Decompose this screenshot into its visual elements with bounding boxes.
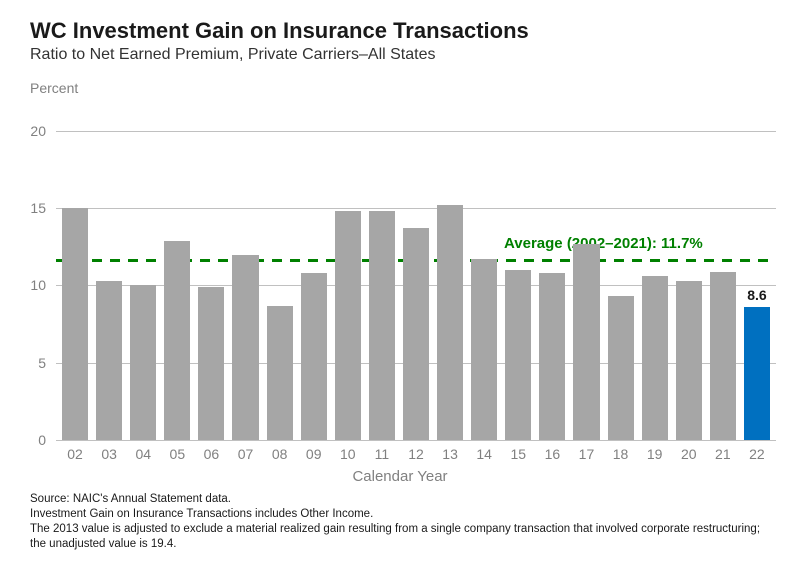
bar bbox=[335, 211, 361, 440]
x-axis-title: Calendar Year bbox=[0, 468, 800, 485]
bar bbox=[573, 244, 599, 440]
bar-slot: 08 bbox=[267, 100, 293, 440]
y-axis-title: Percent bbox=[30, 80, 78, 96]
bar-slot: 06 bbox=[198, 100, 224, 440]
bar-slot: 14 bbox=[471, 100, 497, 440]
chart-subtitle: Ratio to Net Earned Premium, Private Car… bbox=[30, 46, 435, 64]
x-tick-label: 22 bbox=[749, 446, 765, 462]
plot-region: Average (2002–2021): 11.7% 0203040506070… bbox=[56, 100, 776, 440]
bar-slot: 11 bbox=[369, 100, 395, 440]
bar-slot: 21 bbox=[710, 100, 736, 440]
bar bbox=[130, 285, 156, 440]
x-tick-label: 17 bbox=[579, 446, 595, 462]
bar bbox=[198, 287, 224, 440]
y-tick-label: 0 bbox=[6, 432, 46, 448]
bar bbox=[642, 276, 668, 440]
grid-line bbox=[56, 440, 776, 441]
bar bbox=[62, 208, 88, 440]
footnote-line: Source: NAIC's Annual Statement data. bbox=[30, 492, 770, 507]
bar-slot: 12 bbox=[403, 100, 429, 440]
bar-slot: 18 bbox=[608, 100, 634, 440]
footnote-line: The 2013 value is adjusted to exclude a … bbox=[30, 522, 770, 552]
x-tick-label: 08 bbox=[272, 446, 288, 462]
bar-slot: 8.622 bbox=[744, 100, 770, 440]
y-tick-label: 15 bbox=[6, 200, 46, 216]
bar-slot: 04 bbox=[130, 100, 156, 440]
bars-container: 0203040506070809101112131415161718192021… bbox=[56, 100, 776, 440]
chart-area: Average (2002–2021): 11.7% 0203040506070… bbox=[56, 100, 776, 440]
x-tick-label: 15 bbox=[510, 446, 526, 462]
bar bbox=[539, 273, 565, 440]
bar-slot: 20 bbox=[676, 100, 702, 440]
x-tick-label: 21 bbox=[715, 446, 731, 462]
bar bbox=[403, 228, 429, 440]
bar-slot: 10 bbox=[335, 100, 361, 440]
x-tick-label: 10 bbox=[340, 446, 356, 462]
y-tick-label: 20 bbox=[6, 123, 46, 139]
x-tick-label: 12 bbox=[408, 446, 424, 462]
x-tick-label: 07 bbox=[238, 446, 254, 462]
footnote-line: Investment Gain on Insurance Transaction… bbox=[30, 507, 770, 522]
bar bbox=[96, 281, 122, 440]
chart-page: WC Investment Gain on Insurance Transact… bbox=[0, 0, 800, 570]
bar bbox=[369, 211, 395, 440]
bar bbox=[267, 306, 293, 440]
y-tick-label: 10 bbox=[6, 277, 46, 293]
bar bbox=[608, 296, 634, 440]
x-tick-label: 16 bbox=[545, 446, 561, 462]
x-tick-label: 20 bbox=[681, 446, 697, 462]
x-tick-label: 09 bbox=[306, 446, 322, 462]
x-tick-label: 18 bbox=[613, 446, 629, 462]
bar bbox=[164, 241, 190, 440]
y-tick-label: 5 bbox=[6, 355, 46, 371]
x-tick-label: 02 bbox=[67, 446, 83, 462]
x-tick-label: 13 bbox=[442, 446, 458, 462]
bar-slot: 02 bbox=[62, 100, 88, 440]
bar-slot: 15 bbox=[505, 100, 531, 440]
bar-slot: 13 bbox=[437, 100, 463, 440]
x-tick-label: 19 bbox=[647, 446, 663, 462]
bar bbox=[471, 259, 497, 440]
x-tick-label: 04 bbox=[135, 446, 151, 462]
bar bbox=[710, 272, 736, 440]
bar bbox=[676, 281, 702, 440]
x-tick-label: 05 bbox=[170, 446, 186, 462]
x-tick-label: 06 bbox=[204, 446, 220, 462]
footnotes: Source: NAIC's Annual Statement data. In… bbox=[30, 492, 770, 552]
bar bbox=[744, 307, 770, 440]
bar bbox=[301, 273, 327, 440]
bar-slot: 19 bbox=[642, 100, 668, 440]
chart-title: WC Investment Gain on Insurance Transact… bbox=[30, 18, 529, 44]
bar bbox=[505, 270, 531, 440]
bar-slot: 16 bbox=[539, 100, 565, 440]
bar bbox=[232, 255, 258, 440]
bar-slot: 05 bbox=[164, 100, 190, 440]
bar-slot: 09 bbox=[301, 100, 327, 440]
bar bbox=[437, 205, 463, 440]
bar-value-label: 8.6 bbox=[747, 287, 766, 303]
bar-slot: 03 bbox=[96, 100, 122, 440]
x-tick-label: 14 bbox=[476, 446, 492, 462]
bar-slot: 17 bbox=[573, 100, 599, 440]
x-tick-label: 03 bbox=[101, 446, 117, 462]
x-tick-label: 11 bbox=[375, 446, 390, 462]
bar-slot: 07 bbox=[232, 100, 258, 440]
